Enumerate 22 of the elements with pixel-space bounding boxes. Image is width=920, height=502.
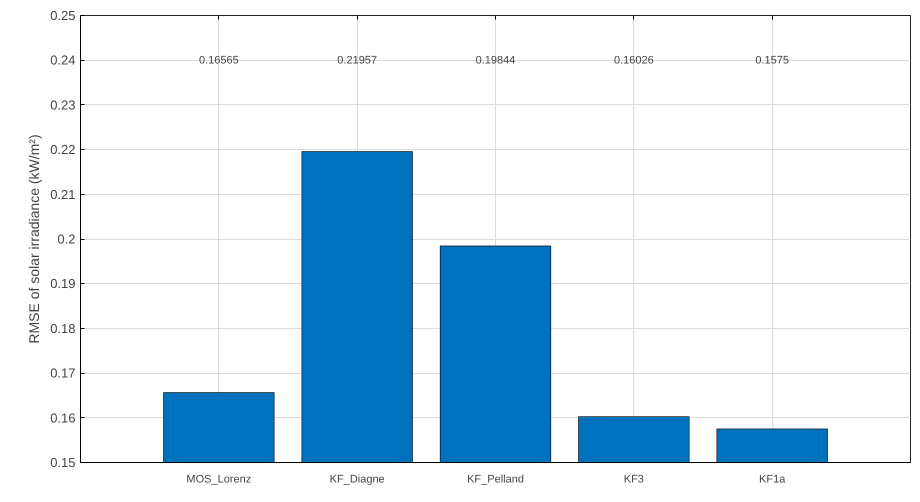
annotation: 0.21957 (337, 54, 378, 66)
annotation: 0.16026 (614, 54, 654, 66)
y-tick-label: 0.23 (50, 97, 76, 112)
y-tick-label: 0.2 (57, 232, 76, 246)
x-tick-label: KF3 (624, 474, 644, 486)
annotation: 0.16565 (198, 54, 239, 66)
y-tick-label: 0.18 (50, 320, 76, 336)
y-tick-label: 0.22 (50, 142, 76, 158)
y-tick-label: 0.15 (50, 455, 76, 470)
x-tick-label: KF_Diagne (330, 474, 385, 486)
y-tick-label: 0.19 (50, 276, 76, 292)
annotation: 0.1575 (755, 54, 789, 66)
y-tick-label: 0.16 (50, 410, 76, 426)
y-axis-title: RMSE of solar irradiance (kW/m²) (26, 134, 42, 344)
x-tick-label: KF_Pelland (467, 474, 524, 486)
y-tick-label: 0.21 (50, 186, 76, 202)
y-tick-label: 0.24 (50, 52, 76, 68)
y-tick-label: 0.17 (50, 366, 76, 381)
x-tick-label: KF1a (759, 474, 786, 486)
x-tick-label: MOS_Lorenz (186, 474, 252, 486)
y-tick-label: 0.25 (50, 8, 76, 23)
annotation: 0.19844 (476, 54, 516, 66)
